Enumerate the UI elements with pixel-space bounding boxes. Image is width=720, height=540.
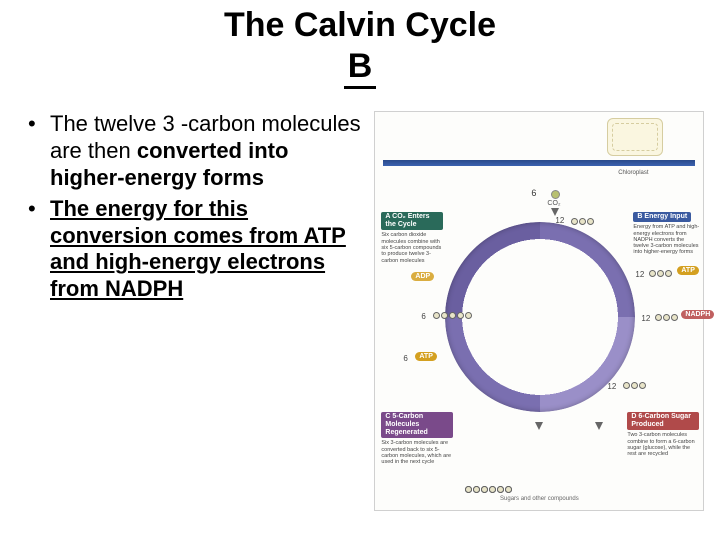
box-b: B Energy Input Energy from ATP and high-… — [633, 212, 699, 256]
count-12-r1: 12 — [635, 270, 644, 279]
slide-title: The Calvin Cycle B — [0, 0, 720, 89]
box-d-head: D 6-Carbon Sugar Produced — [627, 412, 699, 430]
bullet-2-text: The energy for this conversion comes fro… — [50, 196, 346, 301]
arrow-down-icon — [551, 208, 559, 216]
box-d: D 6-Carbon Sugar Produced Two 3-carbon m… — [627, 412, 699, 457]
arrow-down-icon-2 — [535, 422, 543, 430]
arrow-down-icon-3 — [595, 422, 603, 430]
count-12-top: 12 — [555, 216, 564, 225]
box-a: A CO₂ Enters the Cycle Six carbon dioxid… — [381, 212, 443, 264]
bullet-2: The energy for this conversion comes fro… — [28, 196, 366, 303]
bottom-label: Sugars and other compounds — [375, 496, 703, 502]
chloroplast-label: Chloroplast — [593, 170, 673, 176]
box-d-body: Two 3-carbon molecules combine to form a… — [627, 432, 694, 457]
text-column: The twelve 3 -carbon molecules are then … — [0, 111, 374, 511]
box-b-head: B Energy Input — [633, 212, 691, 222]
box-a-body: Six carbon dioxide molecules combine wit… — [381, 232, 441, 263]
adp-tag: ADP — [411, 272, 434, 281]
atp-tag-1: ATP — [677, 266, 698, 275]
molecule-6c-3 — [465, 486, 512, 493]
box-c: C 5-Carbon Molecules Regenerated Six 3-c… — [381, 412, 453, 465]
count-12-r2: 12 — [641, 314, 650, 323]
count-6-l: 6 — [421, 312, 425, 321]
box-a-head: A CO₂ Enters the Cycle — [381, 212, 443, 230]
cycle-ring: 12 12 ATP 12 NADPH 12 6 ADP ATP 6 — [445, 222, 635, 412]
box-c-body: Six 3-carbon molecules are converted bac… — [381, 440, 451, 465]
molecule-3c-r1 — [649, 270, 672, 277]
box-c-head: C 5-Carbon Molecules Regenerated — [381, 412, 453, 438]
co2-sub: CO₂ — [547, 200, 560, 207]
molecule-3c-top — [571, 218, 594, 225]
molecule-3c-br — [623, 382, 646, 389]
count-12-br: 12 — [607, 382, 616, 391]
bullet-1: The twelve 3 -carbon molecules are then … — [28, 111, 366, 191]
bullet-list: The twelve 3 -carbon molecules are then … — [28, 111, 366, 303]
count-6-bl: 6 — [403, 354, 407, 363]
atp-tag-2: ATP — [415, 352, 436, 361]
nadph-tag: NADPH — [681, 310, 714, 319]
title-line1: The Calvin Cycle — [224, 6, 496, 44]
co2-count: 6 — [531, 188, 536, 198]
molecule-3c-r2 — [655, 314, 678, 321]
content-row: The twelve 3 -carbon molecules are then … — [0, 111, 720, 511]
molecule-5c-left — [433, 312, 472, 319]
diagram-header-bar — [383, 160, 695, 166]
box-b-body: Energy from ATP and high-energy electron… — [633, 224, 699, 255]
calvin-cycle-diagram: Chloroplast 6 CO₂ A CO₂ Enters the Cycle… — [374, 111, 704, 511]
diagram-column: Chloroplast 6 CO₂ A CO₂ Enters the Cycle… — [374, 111, 720, 511]
chloroplast-icon — [607, 118, 663, 156]
co2-dot-icon — [551, 190, 560, 199]
title-line2: B — [344, 47, 377, 89]
